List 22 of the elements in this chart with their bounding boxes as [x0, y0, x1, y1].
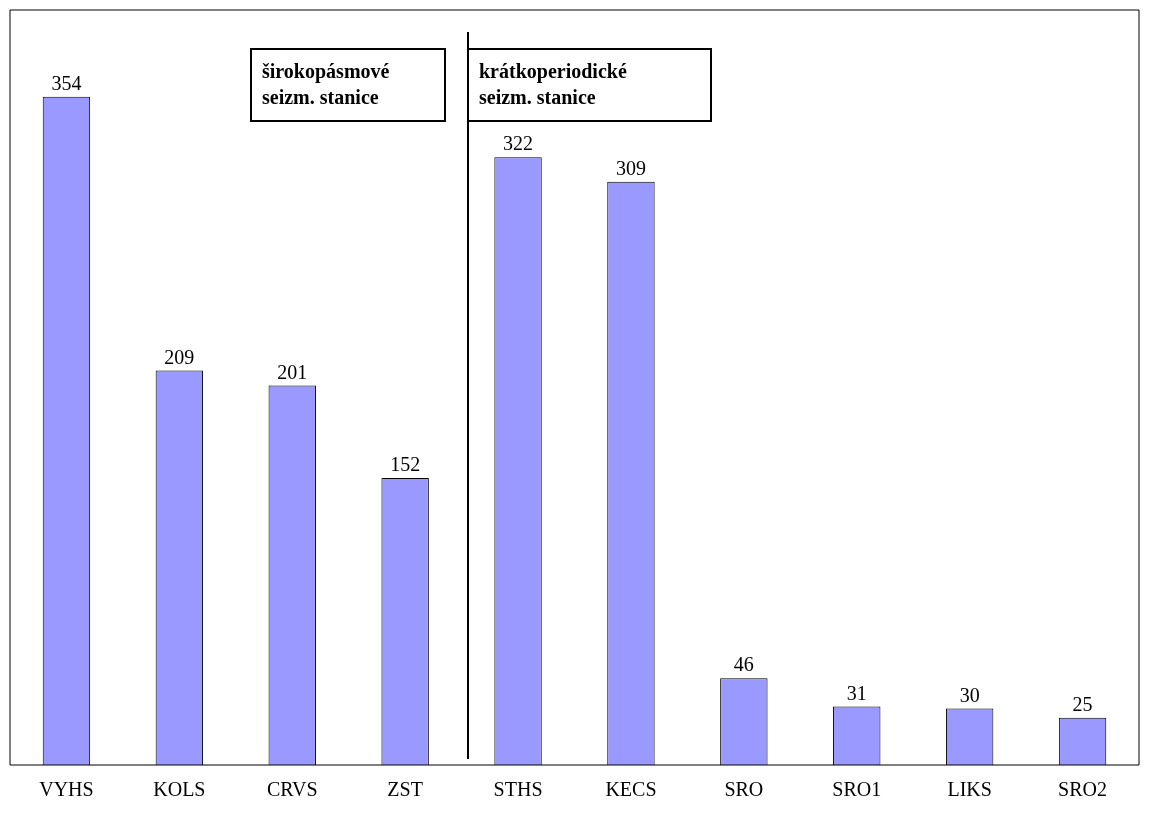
- data-label: 209: [164, 345, 195, 368]
- x-tick-label: SRO2: [1058, 778, 1107, 801]
- x-tick-label: SRO1: [832, 778, 882, 801]
- x-tick-label: CRVS: [266, 778, 318, 801]
- data-label: 309: [615, 157, 646, 180]
- data-label: 322: [503, 132, 534, 155]
- x-tick-label: SRO: [724, 778, 764, 801]
- label-box: krátkoperiodické seizm. stanice: [467, 48, 712, 122]
- x-tick-label: VYHS: [39, 778, 94, 801]
- x-tick-label: LIKS: [947, 778, 992, 801]
- x-tick-label: STHS: [493, 778, 543, 801]
- x-tick-label: KOLS: [153, 778, 206, 801]
- label-box: širokopásmové seizm. stanice: [250, 48, 446, 122]
- data-label: 30: [959, 683, 980, 706]
- data-label: 46: [733, 653, 754, 676]
- data-label: 354: [51, 72, 82, 95]
- data-label: 201: [277, 360, 308, 383]
- data-label: 31: [846, 681, 867, 704]
- data-label: 25: [1072, 693, 1093, 716]
- x-tick-label: KECS: [605, 778, 657, 801]
- data-label: 152: [390, 453, 421, 476]
- x-tick-label: ZST: [387, 778, 423, 801]
